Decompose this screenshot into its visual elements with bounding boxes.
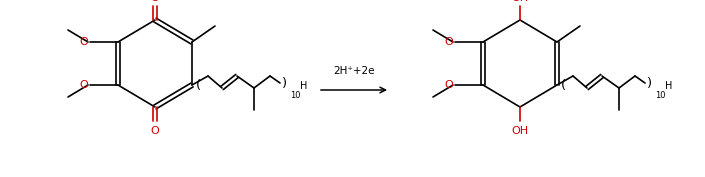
Text: O: O (151, 126, 159, 136)
Text: (: ( (561, 79, 566, 92)
Text: H: H (665, 81, 673, 91)
Text: O: O (151, 0, 159, 3)
Text: 10: 10 (290, 91, 300, 100)
Text: O: O (79, 37, 88, 47)
Text: ): ) (647, 76, 652, 90)
Text: O: O (444, 80, 453, 90)
Text: O: O (444, 37, 453, 47)
Text: 2H⁺+2e: 2H⁺+2e (333, 66, 375, 76)
Text: ): ) (282, 76, 287, 90)
Text: H: H (300, 81, 307, 91)
Text: OH: OH (511, 0, 529, 3)
Text: O: O (79, 80, 88, 90)
Text: 10: 10 (655, 91, 666, 100)
Text: OH: OH (511, 126, 529, 136)
Text: (: ( (196, 79, 201, 92)
